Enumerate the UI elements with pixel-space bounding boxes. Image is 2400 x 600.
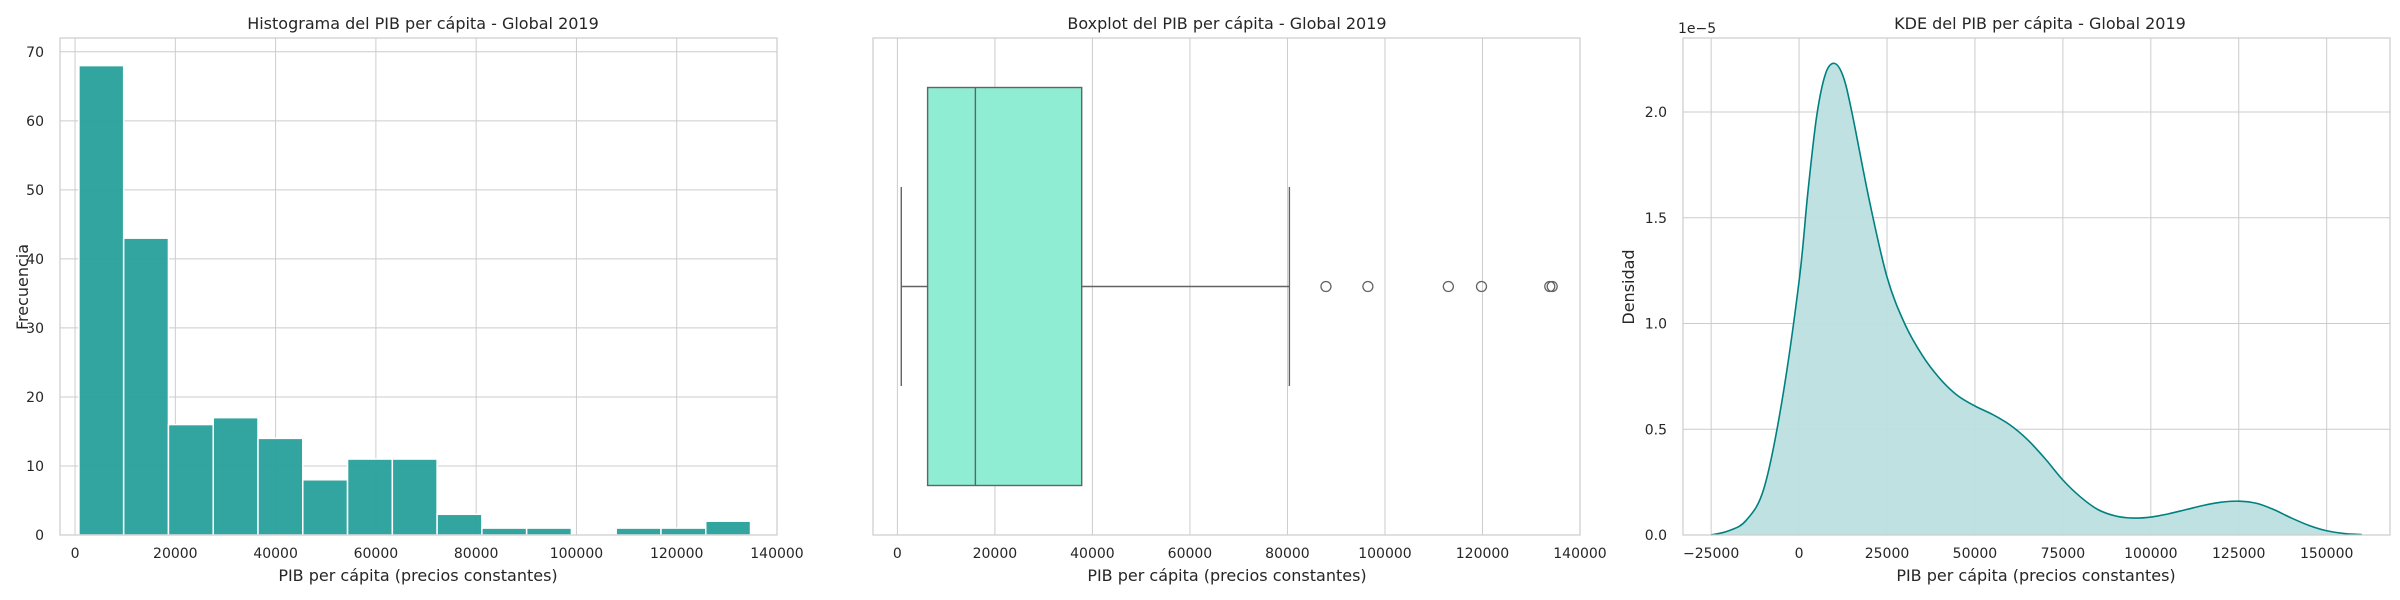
histogram-y-tick-label: 0 xyxy=(35,528,44,544)
histogram-x-tick-label: 0 xyxy=(71,546,80,562)
boxplot-outlier-point xyxy=(1546,280,1558,293)
histogram-bar xyxy=(346,458,394,536)
boxplot-x-tick-label: 0 xyxy=(893,546,902,562)
kde-panel: KDE del PIB per cápita - Global 2019 1e−… xyxy=(1619,14,2391,585)
kde-y-tick-label: 0.0 xyxy=(1645,528,1667,544)
boxplot-outlier-point xyxy=(1320,280,1332,293)
kde-title: KDE del PIB per cápita - Global 2019 xyxy=(1894,14,2186,33)
boxplot-outlier-point xyxy=(1362,280,1374,293)
histogram-frame xyxy=(59,37,778,536)
histogram-y-tick-label: 50 xyxy=(26,183,44,199)
histogram-bar xyxy=(257,437,304,536)
histogram-y-tick-label: 60 xyxy=(26,114,44,130)
kde-x-tick-label: 0 xyxy=(1795,546,1804,562)
kde-y-tick-label: 0.5 xyxy=(1645,422,1667,438)
boxplot-x-tick-label: 120000 xyxy=(1456,546,1509,562)
histogram-panel: Histograma del PIB per cápita - Global 2… xyxy=(13,14,804,585)
histogram-bar xyxy=(122,237,170,536)
histogram-bar xyxy=(436,513,483,536)
histogram-bar xyxy=(167,423,214,536)
kde-xlabel: PIB per cápita (precios constantes) xyxy=(1896,566,2175,585)
kde-x-tick-label: 100000 xyxy=(2124,546,2177,562)
histogram-x-tick-label: 100000 xyxy=(550,546,603,562)
histogram-y-tick-label: 40 xyxy=(26,252,44,268)
histogram-xlabel: PIB per cápita (precios constantes) xyxy=(278,566,557,585)
boxplot-outlier-point xyxy=(1544,280,1556,293)
kde-y-tick-label: 1.5 xyxy=(1645,211,1667,227)
kde-density-line xyxy=(1710,62,2362,536)
boxplot-box xyxy=(926,86,1083,487)
histogram-x-tick-label: 80000 xyxy=(454,546,499,562)
kde-x-tick-label: 50000 xyxy=(1953,546,1998,562)
boxplot-xlabel: PIB per cápita (precios constantes) xyxy=(1087,566,1366,585)
kde-x-tick-label: 75000 xyxy=(2041,546,2086,562)
histogram-ylabel: Frecuencia xyxy=(13,244,32,330)
histogram-y-tick-label: 70 xyxy=(26,45,44,61)
kde-x-tick-label: −25000 xyxy=(1683,546,1739,562)
histogram-x-tick-label: 120000 xyxy=(650,546,703,562)
boxplot-x-tick-label: 60000 xyxy=(1168,546,1213,562)
histogram-x-tick-label: 140000 xyxy=(750,546,803,562)
histogram-y-tick-label: 10 xyxy=(26,459,44,475)
histogram-bar xyxy=(78,64,125,536)
histogram-bar xyxy=(660,527,707,536)
histogram-x-tick-label: 60000 xyxy=(354,546,399,562)
boxplot-x-tick-label: 80000 xyxy=(1265,546,1310,562)
histogram-bar xyxy=(705,520,752,536)
boxplot-x-tick-label: 40000 xyxy=(1070,546,1115,562)
boxplot-title: Boxplot del PIB per cápita - Global 2019 xyxy=(1067,14,1386,33)
histogram-title: Histograma del PIB per cápita - Global 2… xyxy=(247,14,599,33)
histogram-y-tick-label: 20 xyxy=(26,390,44,406)
histogram-bar xyxy=(615,527,662,536)
histogram-x-tick-label: 20000 xyxy=(153,546,198,562)
histogram-x-tick-label: 40000 xyxy=(253,546,298,562)
histogram-bar xyxy=(212,416,259,536)
kde-area-fill xyxy=(1711,63,2362,536)
kde-frame xyxy=(1682,37,2391,536)
boxplot-x-tick-label: 100000 xyxy=(1358,546,1411,562)
kde-ylabel: Densidad xyxy=(1619,249,1638,324)
histogram-bar xyxy=(481,527,528,536)
boxplot-outlier-point xyxy=(1475,280,1488,293)
kde-scale-label: 1e−5 xyxy=(1678,21,1716,37)
histogram-bar xyxy=(391,458,438,536)
boxplot-outlier-point xyxy=(1442,280,1455,293)
kde-y-tick-label: 1.0 xyxy=(1645,317,1667,333)
boxplot-panel: Boxplot del PIB per cápita - Global 2019… xyxy=(872,14,1607,585)
histogram-y-tick-label: 30 xyxy=(26,321,44,337)
boxplot-x-tick-label: 140000 xyxy=(1553,546,1606,562)
kde-y-tick-label: 2.0 xyxy=(1645,105,1667,121)
kde-x-tick-label: 25000 xyxy=(1865,546,1910,562)
boxplot-x-tick-label: 20000 xyxy=(973,546,1018,562)
histogram-bar xyxy=(302,479,349,536)
kde-x-tick-label: 125000 xyxy=(2212,546,2265,562)
kde-x-tick-label: 150000 xyxy=(2300,546,2353,562)
histogram-bar xyxy=(525,527,573,536)
boxplot-frame xyxy=(872,37,1581,536)
